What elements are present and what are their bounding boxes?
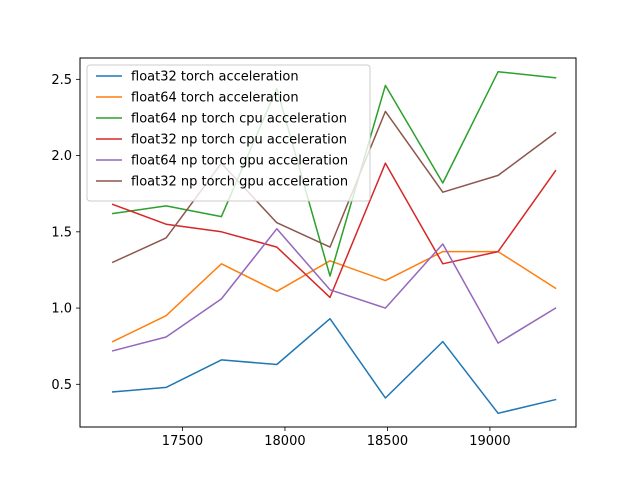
x-tick-label: 18500: [367, 434, 408, 449]
legend-label-4: float64 np torch gpu acceleration: [131, 154, 348, 169]
x-tick-label: 19000: [469, 434, 510, 449]
series-layer: [111, 70, 557, 415]
y-tick-label: 1.5: [51, 225, 72, 240]
x-tick-label: 17500: [162, 434, 203, 449]
legend-label-1: float64 torch acceleration: [131, 91, 299, 106]
y-tick-label: 1.0: [51, 302, 72, 317]
series-line-5: [111, 110, 557, 264]
series-line-0: [111, 317, 557, 415]
plot-frame: [79, 57, 577, 428]
y-tick-label: 0.5: [51, 378, 72, 393]
legend-label-2: float64 np torch cpu acceleration: [131, 112, 347, 127]
series-line-1: [111, 250, 557, 343]
x-tick-label: 18000: [264, 434, 305, 449]
legend-box: [86, 64, 371, 202]
series-line-3: [111, 162, 557, 299]
series-line-4: [111, 228, 557, 352]
legend: float32 torch acceleration float64 torch …: [86, 64, 371, 202]
legend-label-5: float32 np torch gpu acceleration: [131, 175, 348, 190]
legend-label-3: float32 np torch cpu acceleration: [131, 133, 347, 148]
legend-label-0: float32 torch acceleration: [131, 70, 299, 85]
y-tick-label: 2.0: [51, 149, 72, 164]
series-line-2: [111, 70, 557, 277]
axes-layer: 17500 18000 18500 19000 0.5 1.0 1.5 2.0 2.5: [51, 73, 510, 449]
y-tick-label: 2.5: [51, 73, 72, 88]
